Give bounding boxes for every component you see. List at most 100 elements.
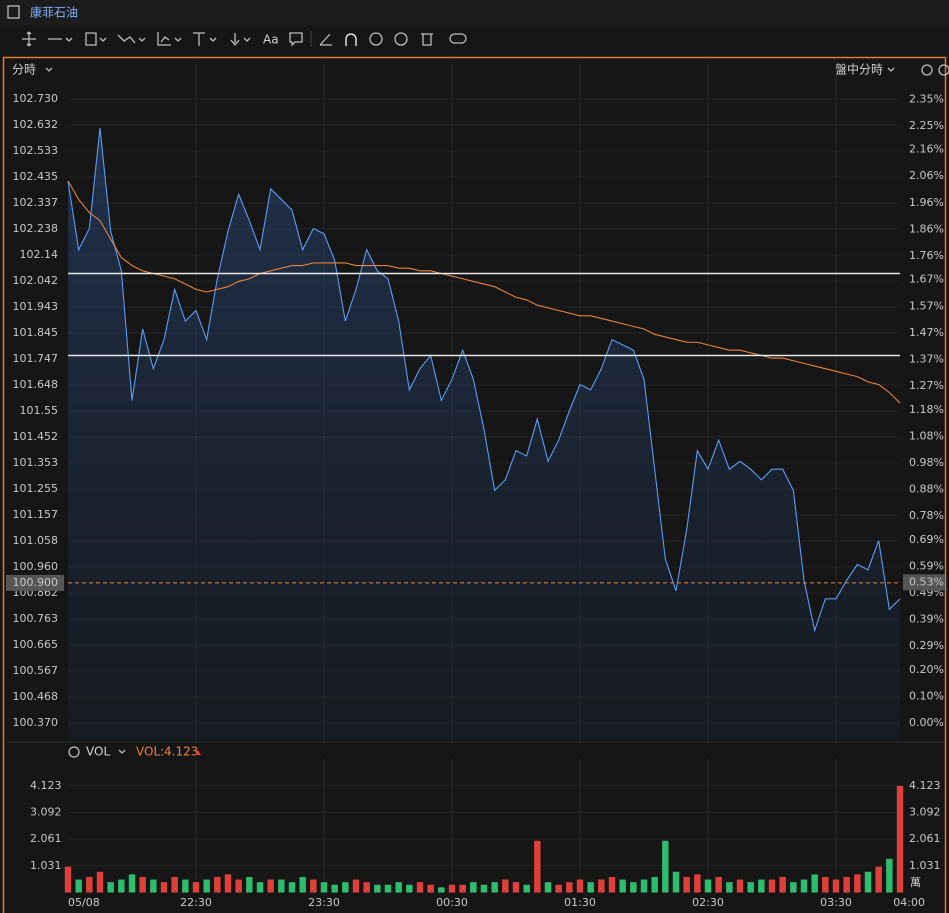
volume-bar (75, 879, 82, 893)
volume-bar (736, 879, 744, 893)
y2-tick-label: 0.59% (909, 559, 944, 572)
volume-bar (800, 879, 808, 893)
volume-bar (384, 884, 392, 893)
volume-bar (534, 840, 541, 893)
volume-bar (747, 882, 754, 893)
sync-tool[interactable] (449, 33, 467, 44)
y-tick-label: 102.632 (13, 118, 59, 131)
volume-tick-label: 4.123 (30, 779, 62, 792)
volume-bar (86, 876, 93, 893)
line-tool[interactable] (48, 37, 73, 42)
y2-tick-label: 1.37% (909, 352, 944, 365)
volume-bar (832, 879, 840, 893)
y2-tick-label: 0.88% (909, 482, 944, 495)
y2-tick-label: 0.29% (909, 639, 944, 652)
y-tick-label: 101.058 (13, 534, 59, 547)
y2-tick-label: 2.16% (909, 143, 944, 156)
zoom-out[interactable] (921, 64, 933, 76)
active-frame (2, 56, 947, 913)
volume-bar (875, 866, 882, 893)
volume-bar (683, 876, 690, 893)
volume-name: VOL (86, 745, 110, 759)
y-tick-label: 100.960 (13, 560, 59, 573)
volume-bar (128, 874, 136, 893)
volume-last-value: 4.123 (164, 745, 198, 759)
volume-caret[interactable] (118, 749, 126, 754)
y2-tick-label: 2.25% (909, 119, 944, 132)
volume-bar (555, 884, 562, 893)
volume-bar (726, 882, 733, 893)
volume-bar (630, 882, 637, 893)
y2-tick-label: 1.27% (909, 379, 944, 392)
y-tick-label: 100.370 (13, 716, 59, 729)
y-tick-label: 101.747 (13, 352, 59, 365)
volume-bar (491, 882, 498, 893)
volume-bar (160, 882, 168, 893)
volume-unit: 萬 (910, 876, 921, 889)
volume-bar (448, 884, 456, 893)
delete-tool[interactable] (421, 33, 433, 46)
volume-tick-label: 2.061 (30, 832, 62, 845)
volume-bar (886, 858, 893, 893)
volume-bar (416, 882, 424, 893)
volume-bar (395, 882, 402, 893)
volume-bar (779, 876, 786, 893)
y2-tick-label: 1.57% (909, 299, 944, 312)
volume-bar (150, 879, 157, 893)
panel-icon[interactable] (7, 5, 20, 19)
y-tick-label: 102.730 (13, 92, 59, 105)
volume-bar (822, 876, 829, 893)
volume-bar (811, 874, 818, 893)
magnet-tool[interactable] (345, 33, 357, 46)
volume-bar (139, 876, 146, 893)
measure-tool[interactable] (157, 32, 182, 46)
y-tick-label: 100.468 (13, 690, 59, 703)
price-tool[interactable] (193, 32, 217, 46)
volume-tick-label: 1.031 (30, 859, 62, 872)
volume-bar (246, 876, 253, 893)
zoom-in[interactable] (938, 64, 949, 76)
y-tick-label: 102.533 (13, 144, 59, 157)
path-tool[interactable] (117, 34, 146, 44)
period-selector[interactable]: 分時 (12, 63, 36, 77)
y2-tick-label: 1.47% (909, 326, 944, 339)
mode-caret[interactable] (887, 67, 895, 72)
period-caret[interactable] (45, 67, 53, 72)
volume-bar (790, 882, 797, 893)
y-tick-label: 100.763 (13, 612, 59, 625)
note-tool[interactable] (289, 32, 303, 47)
hide-tool[interactable] (394, 32, 408, 46)
mode-selector[interactable]: 盤中分時 (835, 62, 883, 77)
volume-bar (896, 785, 904, 893)
volume-bar (694, 874, 701, 893)
last-price-tag (6, 574, 64, 591)
y-tick-label: 101.157 (13, 508, 59, 521)
volume-bar (438, 887, 445, 893)
y2-tick-label: 2.06% (909, 169, 944, 182)
text-tool[interactable]: Aa (263, 33, 279, 47)
volume-bar (278, 879, 285, 893)
volume-tick-label: 1.031 (909, 859, 941, 872)
volume-bar (96, 871, 104, 893)
y2-tick-label: 0.10% (909, 689, 944, 702)
move-tool[interactable] (22, 31, 36, 47)
y2-tick-label: 1.18% (909, 403, 944, 416)
volume-bar (843, 876, 850, 893)
volume-bar (576, 879, 584, 893)
lock-tool[interactable] (369, 32, 383, 46)
volume-bar (320, 882, 328, 893)
y-tick-label: 101.845 (13, 326, 59, 339)
arrow-tool[interactable] (230, 33, 251, 47)
y2-tick-label: 1.67% (909, 273, 944, 286)
volume-tick-label: 3.092 (30, 806, 62, 819)
volume-bar (310, 879, 317, 893)
close-volume[interactable] (68, 746, 80, 758)
y-tick-label: 101.353 (13, 456, 59, 469)
y2-tick-label: 0.69% (909, 533, 944, 546)
volume-bar (427, 884, 434, 893)
y-tick-label: 102.435 (13, 170, 59, 183)
rect-tool[interactable] (85, 32, 107, 46)
volume-bar (587, 882, 594, 893)
angle-tool[interactable] (319, 33, 332, 46)
